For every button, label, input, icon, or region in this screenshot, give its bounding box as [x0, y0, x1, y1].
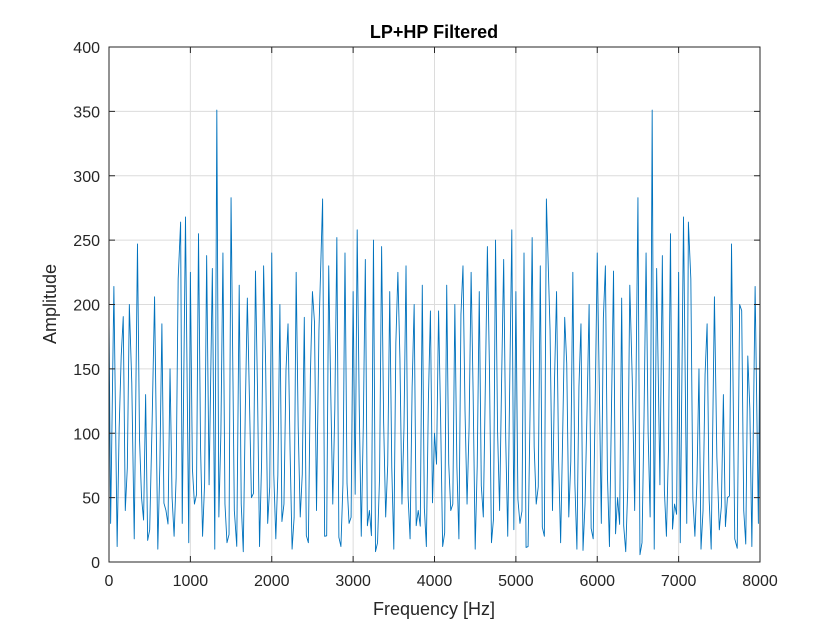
- y-tick-label: 250: [73, 233, 100, 250]
- x-tick-label: 0: [105, 573, 114, 590]
- x-tick-label: 1000: [173, 573, 209, 590]
- y-tick-label: 200: [73, 298, 100, 315]
- series-layer: [108, 109, 761, 556]
- y-tick-label: 300: [73, 169, 100, 186]
- y-tick-label: 50: [82, 491, 100, 508]
- x-tick-label: 5000: [498, 573, 534, 590]
- ticks: 0 1000 2000 3000 4000 5000 6000 7000 8000 0 50 100 1…: [73, 40, 778, 590]
- x-tick-label: 4000: [417, 573, 453, 590]
- x-axis-title: Frequency [Hz]: [373, 599, 495, 619]
- x-tick-label: 7000: [661, 573, 697, 590]
- x-tick-label: 8000: [742, 573, 778, 590]
- y-axis-title: Amplitude: [40, 264, 60, 344]
- chart-title: LP+HP Filtered: [370, 22, 498, 42]
- y-tick-label: 0: [91, 555, 100, 572]
- y-tick-label: 100: [73, 426, 100, 443]
- series-line: [108, 109, 761, 556]
- y-tick-label: 150: [73, 362, 100, 379]
- x-tick-label: 2000: [254, 573, 290, 590]
- y-tick-label: 400: [73, 40, 100, 57]
- y-tick-label: 350: [73, 104, 100, 121]
- x-tick-label: 3000: [335, 573, 371, 590]
- x-tick-label: 6000: [579, 573, 615, 590]
